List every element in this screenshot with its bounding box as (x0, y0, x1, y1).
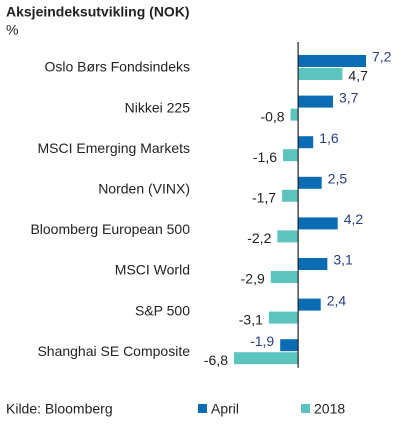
bar (298, 95, 333, 108)
bar (290, 108, 299, 121)
legend-label: April (211, 401, 239, 417)
bar (298, 217, 338, 230)
bar (280, 339, 299, 352)
value-label: -1,7 (252, 190, 276, 206)
bar (298, 55, 366, 67)
category-label: Bloomberg European 500 (30, 221, 190, 237)
value-label: -1,9 (250, 333, 274, 349)
category-label: Nikkei 225 (125, 99, 191, 115)
category-label: Shanghai SE Composite (37, 343, 190, 359)
legend-swatch (301, 404, 310, 413)
chart-subtitle: % (6, 22, 18, 38)
value-label: 3,7 (339, 89, 359, 105)
category-label: Norden (VINX) (98, 181, 190, 197)
category-label: MSCI World (115, 262, 190, 278)
value-label: -3,1 (239, 311, 263, 327)
category-label: S&P 500 (135, 302, 190, 318)
legend-swatch (198, 404, 207, 413)
value-label: -0,8 (260, 108, 284, 124)
source: Kilde: Bloomberg (6, 401, 113, 417)
legend-label: 2018 (314, 401, 345, 417)
chart-title: Aksjeindeksutvikling (NOK) (6, 4, 190, 20)
value-label: 4,2 (344, 211, 364, 227)
bar (283, 149, 299, 162)
bar (298, 136, 314, 149)
category-label: MSCI Emerging Markets (38, 140, 190, 156)
category-label: Oslo Børs Fondsindeks (45, 59, 191, 75)
bar (234, 352, 299, 365)
bar (277, 230, 299, 243)
bar (298, 176, 322, 189)
bar (298, 68, 343, 80)
value-label: 3,1 (333, 252, 353, 268)
bar (282, 189, 299, 202)
value-label: 2,4 (327, 292, 347, 308)
bar (270, 271, 299, 283)
value-label: 7,2 (372, 49, 392, 65)
bar (298, 258, 328, 270)
bar (298, 298, 321, 311)
value-label: -6,8 (204, 352, 228, 368)
value-label: 4,7 (348, 68, 368, 84)
bar (268, 311, 299, 324)
value-label: -2,9 (241, 271, 265, 287)
value-label: -1,6 (253, 149, 277, 165)
value-label: 1,6 (319, 130, 339, 146)
value-label: 2,5 (328, 171, 348, 187)
value-label: -2,2 (247, 230, 271, 246)
